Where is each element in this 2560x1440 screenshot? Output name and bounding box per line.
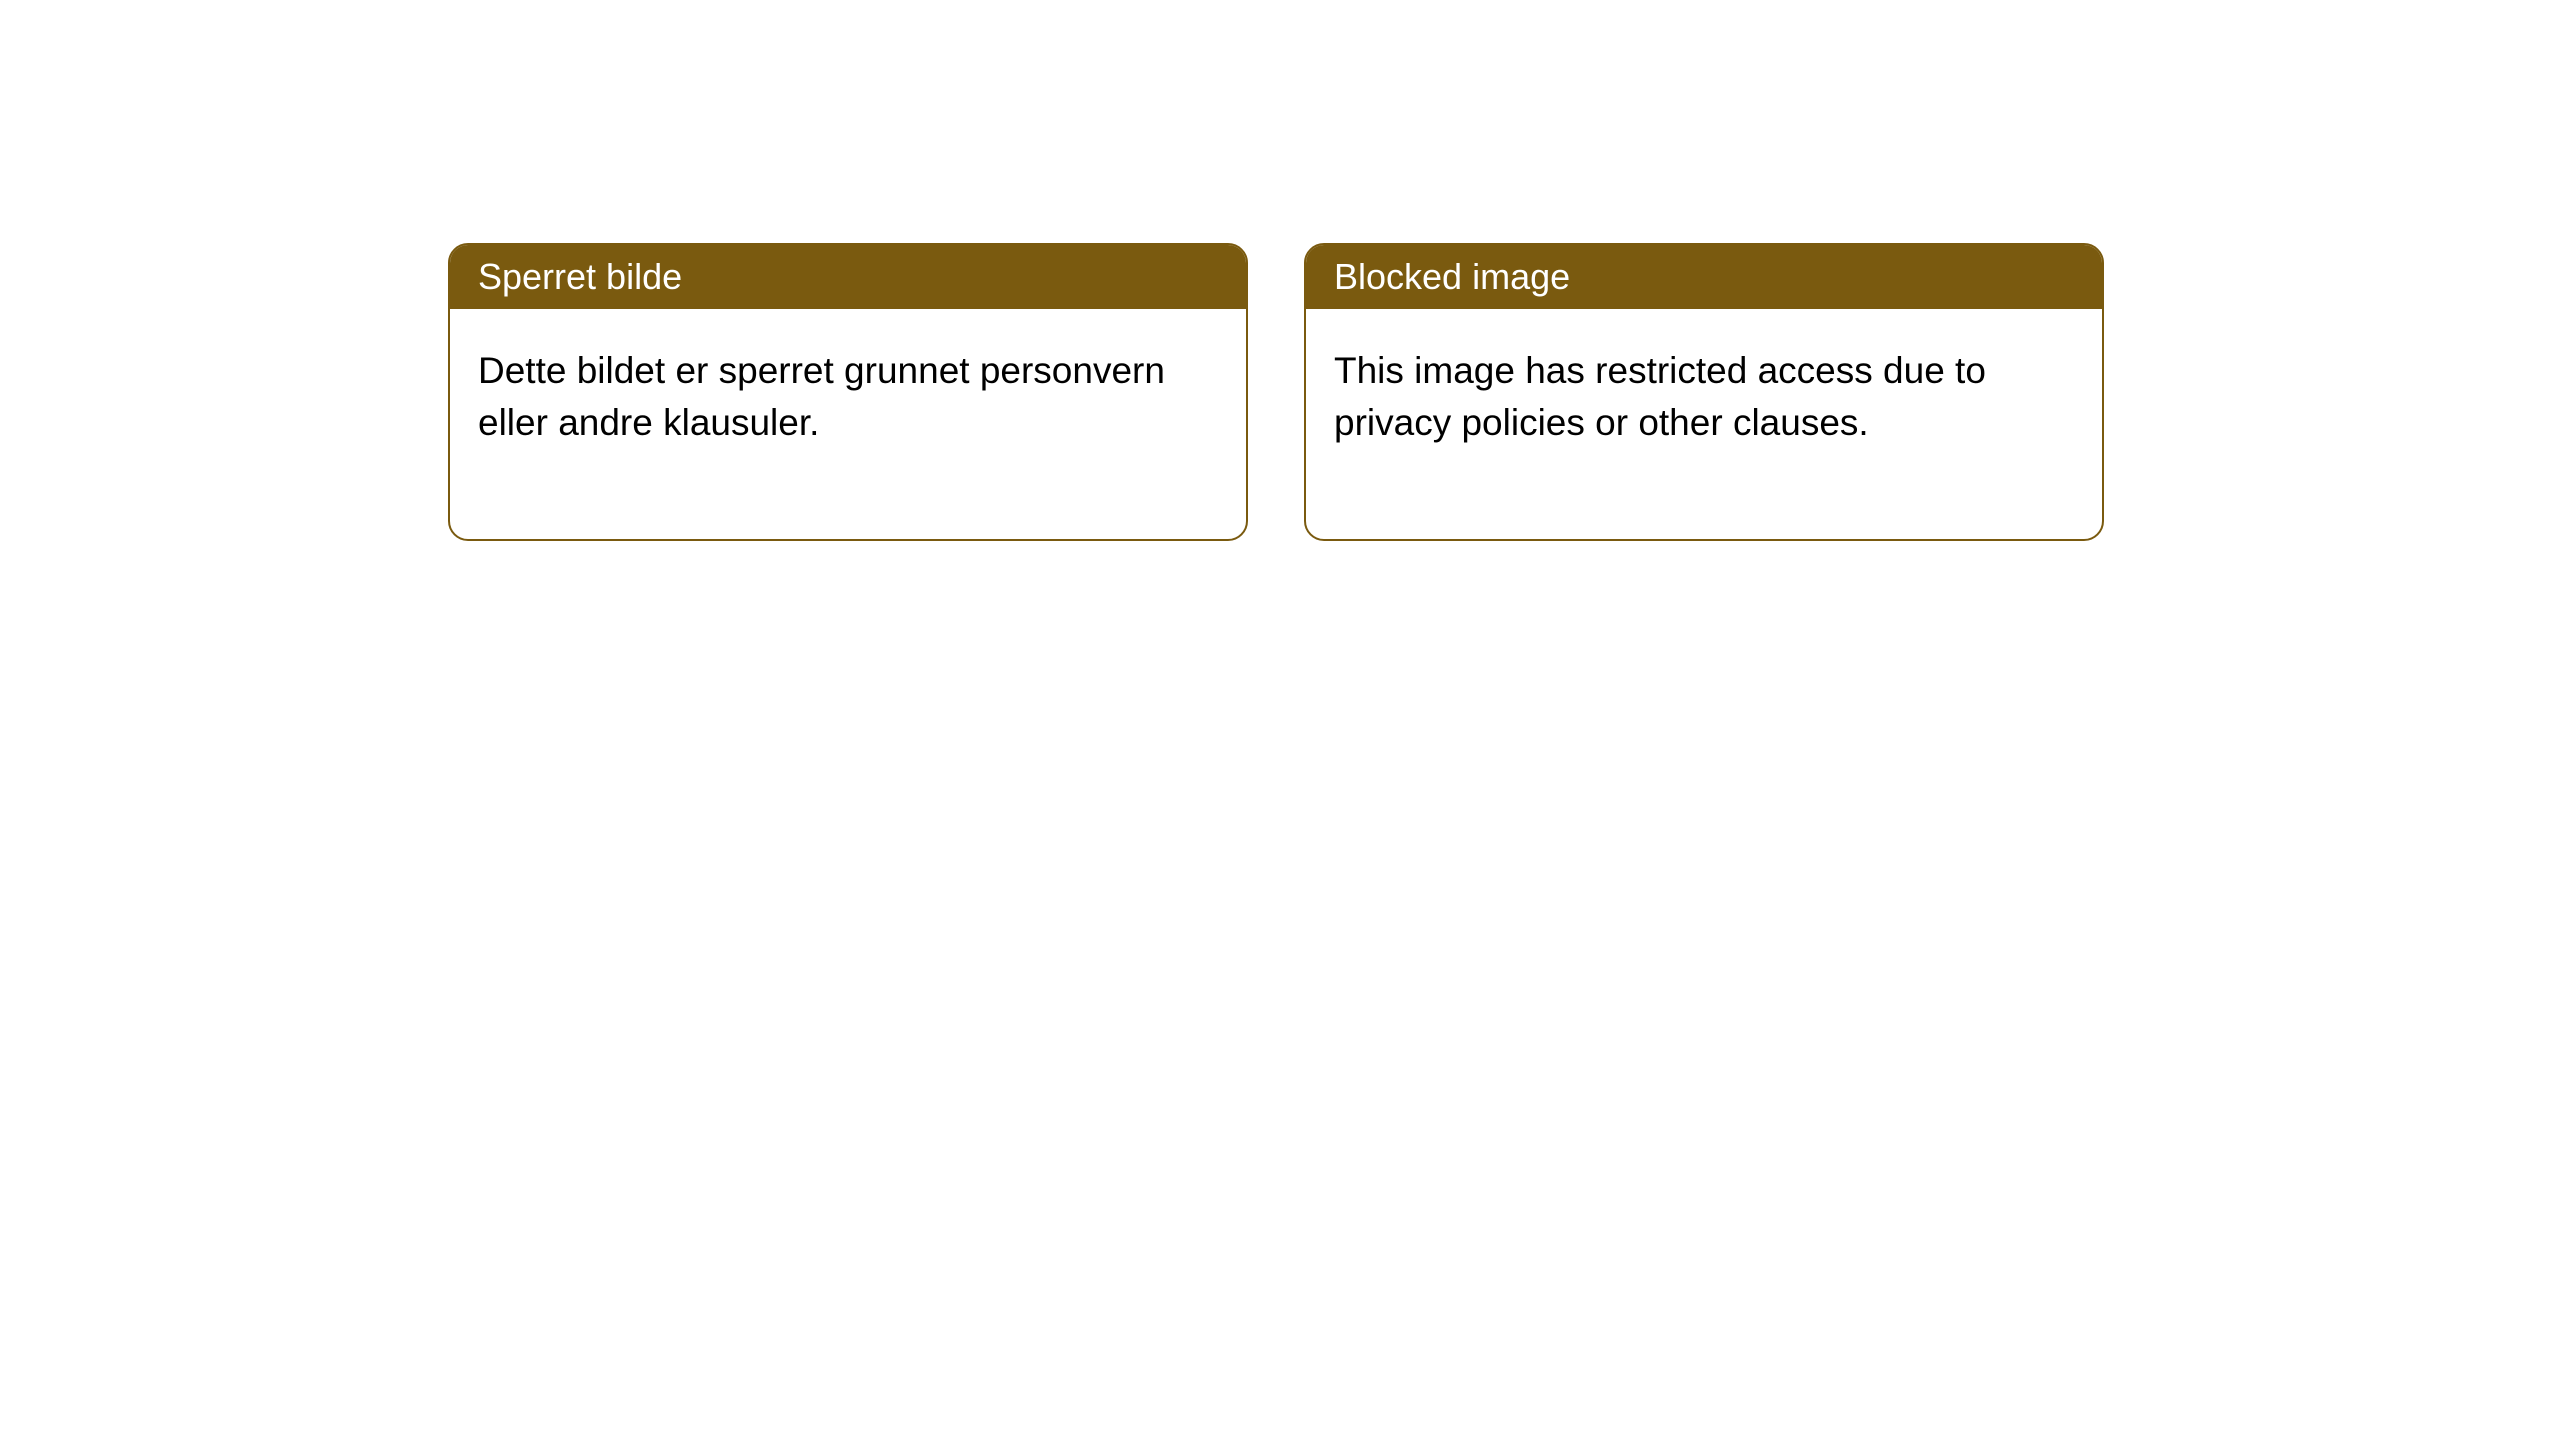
notice-body: This image has restricted access due to …	[1306, 309, 2102, 539]
notice-body: Dette bildet er sperret grunnet personve…	[450, 309, 1246, 539]
notice-header-text: Blocked image	[1334, 256, 1570, 297]
notice-header: Sperret bilde	[450, 245, 1246, 309]
notice-body-text: Dette bildet er sperret grunnet personve…	[478, 350, 1165, 443]
notice-container: Sperret bilde Dette bildet er sperret gr…	[448, 243, 2104, 541]
notice-header: Blocked image	[1306, 245, 2102, 309]
notice-card-norwegian: Sperret bilde Dette bildet er sperret gr…	[448, 243, 1248, 541]
notice-header-text: Sperret bilde	[478, 256, 682, 297]
notice-body-text: This image has restricted access due to …	[1334, 350, 1986, 443]
notice-card-english: Blocked image This image has restricted …	[1304, 243, 2104, 541]
